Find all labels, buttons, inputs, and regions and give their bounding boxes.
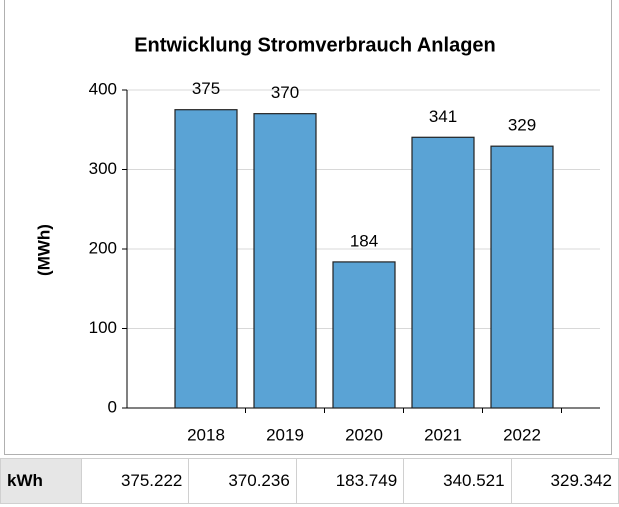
chart: Entwicklung Stromverbrauch Anlagen (MWh)… [34,34,600,444]
table-cell: 375.222 [80,458,190,504]
bar [490,145,554,409]
table-row: kWh 375.222 370.236 183.749 340.521 329.342 [0,458,619,504]
x-tick-label: 2020 [345,425,383,444]
chart-title: Entwicklung Stromverbrauch Anlagen [134,34,496,56]
bar [253,113,317,409]
x-tick-label: 2019 [266,425,304,444]
x-tick-label: 2022 [503,425,541,444]
y-tick-label: 0 [108,397,117,416]
data-table: kWh 375.222 370.236 183.749 340.521 329.342 [0,458,619,504]
data-label: 375 [192,79,220,98]
chart-frame [4,0,612,455]
table-cell: 370.236 [188,458,297,504]
x-tick-label: 2018 [187,425,225,444]
y-tick-label: 100 [89,318,117,337]
y-tick-label: 200 [89,238,117,257]
bar [332,261,396,409]
data-label: 370 [271,83,299,102]
y-axis-label: (MWh) [34,224,53,276]
table-cell: 183.749 [295,458,405,504]
x-tick-label: 2021 [424,425,462,444]
table-cell: 329.342 [510,458,619,504]
y-tick-label: 300 [89,159,117,178]
table-cell: 340.521 [403,458,512,504]
bar [174,109,238,409]
data-label: 341 [429,107,457,126]
y-tick-label: 400 [89,79,117,98]
data-label: 184 [350,231,378,250]
data-label: 329 [508,116,536,135]
bar [411,136,475,409]
row-header: kWh [0,458,82,504]
